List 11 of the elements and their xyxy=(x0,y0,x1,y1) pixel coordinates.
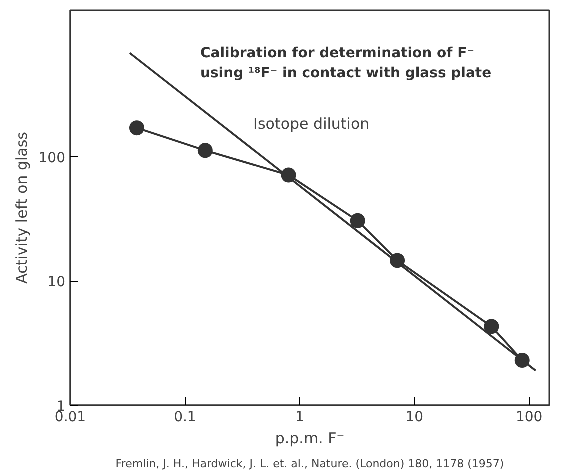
x-tick-label: 1 xyxy=(295,410,304,426)
y-tick-label: 10 xyxy=(48,274,66,291)
text: Fremlin, J. H., Hardwick, J. L. et. al., Nature. (London) 180, 1178 (1957) xyxy=(116,458,504,470)
text: Calibration for determination of F⁻ using ¹⁸F⁻ in contact with glass plate xyxy=(200,46,492,82)
x-axis-title: p.p.m. F⁻ xyxy=(275,430,345,448)
series-label: Isotope dilution xyxy=(254,114,370,133)
x-tick-label: 100 xyxy=(516,410,543,426)
x-tick-label: 10 xyxy=(406,410,424,426)
y-tick-label: 100 xyxy=(38,150,66,166)
x-tick-label: 0.1 xyxy=(174,410,196,426)
y-axis-title: Activity left on glass xyxy=(12,132,31,284)
